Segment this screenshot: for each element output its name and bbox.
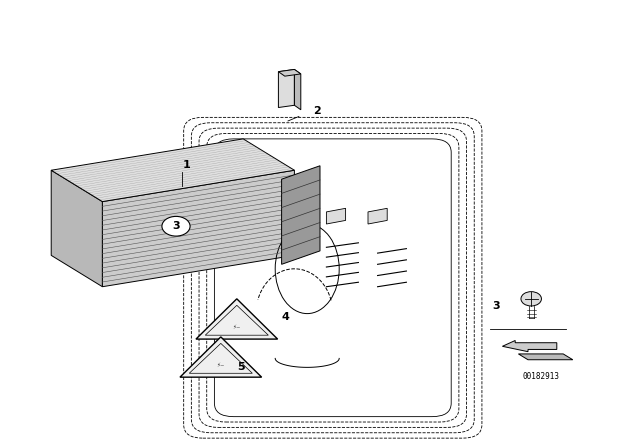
Polygon shape — [278, 69, 301, 76]
Text: 5: 5 — [237, 362, 244, 371]
Polygon shape — [51, 139, 294, 202]
Text: 1: 1 — [182, 160, 190, 170]
Text: 2: 2 — [314, 106, 321, 116]
Text: ⚡~: ⚡~ — [232, 324, 241, 330]
Text: 00182913: 00182913 — [522, 372, 559, 381]
Text: 3: 3 — [493, 301, 500, 311]
Polygon shape — [51, 170, 102, 287]
Polygon shape — [502, 340, 557, 352]
Text: 4: 4 — [282, 312, 289, 322]
Polygon shape — [180, 337, 262, 377]
Polygon shape — [102, 170, 294, 287]
Circle shape — [521, 292, 541, 306]
Polygon shape — [326, 208, 346, 224]
Circle shape — [162, 216, 190, 236]
Polygon shape — [282, 166, 320, 264]
Text: 3: 3 — [172, 221, 180, 231]
Polygon shape — [278, 69, 294, 108]
Polygon shape — [368, 208, 387, 224]
Text: ⚡~: ⚡~ — [216, 362, 225, 368]
Polygon shape — [294, 69, 301, 110]
Polygon shape — [518, 354, 573, 360]
Polygon shape — [196, 299, 278, 339]
